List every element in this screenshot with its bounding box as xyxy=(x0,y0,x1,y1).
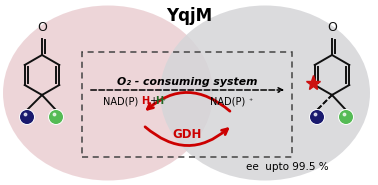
Text: NAD(P): NAD(P) xyxy=(210,96,245,106)
Text: H: H xyxy=(155,96,163,106)
Text: ⁺: ⁺ xyxy=(161,97,165,105)
Text: ⁺: ⁺ xyxy=(248,97,252,105)
Text: O₂ - consuming system: O₂ - consuming system xyxy=(117,77,257,87)
Ellipse shape xyxy=(160,6,370,181)
Text: O: O xyxy=(327,21,337,34)
Text: O: O xyxy=(37,21,47,34)
Circle shape xyxy=(339,110,353,125)
Text: NAD(P): NAD(P) xyxy=(103,96,138,106)
Text: YqjM: YqjM xyxy=(166,7,212,25)
Ellipse shape xyxy=(3,6,213,181)
Circle shape xyxy=(310,110,324,125)
Text: ee  upto 99.5 %: ee upto 99.5 % xyxy=(246,162,328,172)
Bar xyxy=(82,52,292,157)
Circle shape xyxy=(20,110,34,125)
Text: GDH: GDH xyxy=(172,129,202,142)
Text: +: + xyxy=(147,96,158,106)
Circle shape xyxy=(48,110,64,125)
Text: H: H xyxy=(141,96,149,106)
